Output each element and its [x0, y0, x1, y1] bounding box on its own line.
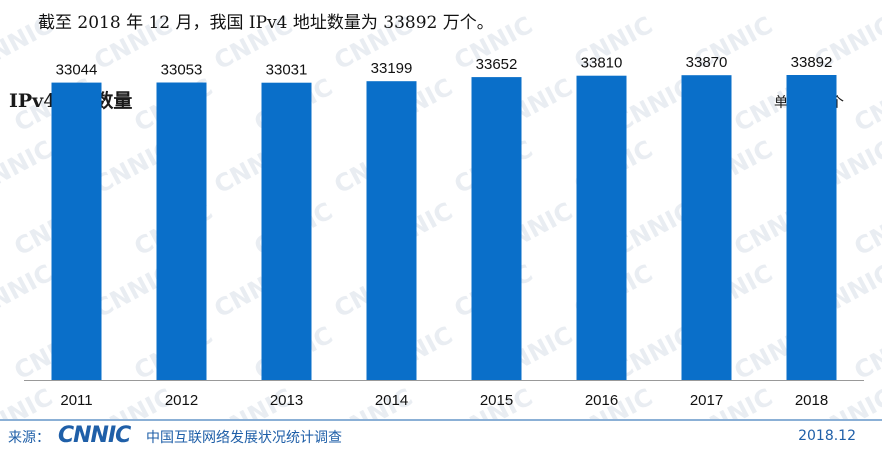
bar-2015 — [471, 77, 522, 380]
bar-2012 — [156, 82, 207, 380]
bar-2018 — [786, 75, 837, 380]
footer: 来源： CNNIC 中国互联网络发展状况统计调查 2018.12 — [0, 421, 882, 459]
x-tick-label-2018: 2018 — [795, 392, 828, 409]
data-label-2018: 33892 — [791, 54, 833, 71]
source-label: 来源： — [8, 430, 50, 446]
data-label-2011: 33044 — [56, 62, 98, 79]
x-tick-label-2014: 2014 — [375, 392, 408, 409]
bar-2016 — [576, 75, 627, 380]
data-label-2015: 33652 — [476, 56, 518, 73]
x-tick-label-2012: 2012 — [165, 392, 198, 409]
report-date: 2018.12 — [798, 428, 856, 444]
x-tick-label-2017: 2017 — [690, 392, 723, 409]
bar-chart: 33044 2011 33053 2012 33031 2013 33199 2014 3365… — [24, 54, 864, 409]
data-label-2013: 33031 — [266, 62, 308, 79]
intro-text: 截至 2018 年 12 月，我国 IPv4 地址数量为 33892 万个。 — [38, 13, 494, 33]
data-label-2012: 33053 — [161, 62, 203, 79]
data-label-2017: 33870 — [686, 54, 728, 71]
cnnic-logo: CNNIC — [58, 423, 131, 448]
x-tick-label-2015: 2015 — [480, 392, 513, 409]
data-label-2016: 33810 — [581, 55, 623, 72]
source-organization: 中国互联网络发展状况统计调查 — [146, 430, 342, 446]
x-tick-label-2011: 2011 — [60, 392, 92, 409]
footer-divider — [0, 419, 882, 421]
bar-2017 — [681, 75, 732, 380]
x-tick-label-2013: 2013 — [270, 392, 303, 409]
bar-2011 — [51, 82, 102, 380]
bar-2013 — [261, 82, 312, 380]
data-label-2014: 33199 — [371, 60, 413, 77]
bar-2014 — [366, 81, 417, 380]
x-tick-label-2016: 2016 — [585, 392, 618, 409]
